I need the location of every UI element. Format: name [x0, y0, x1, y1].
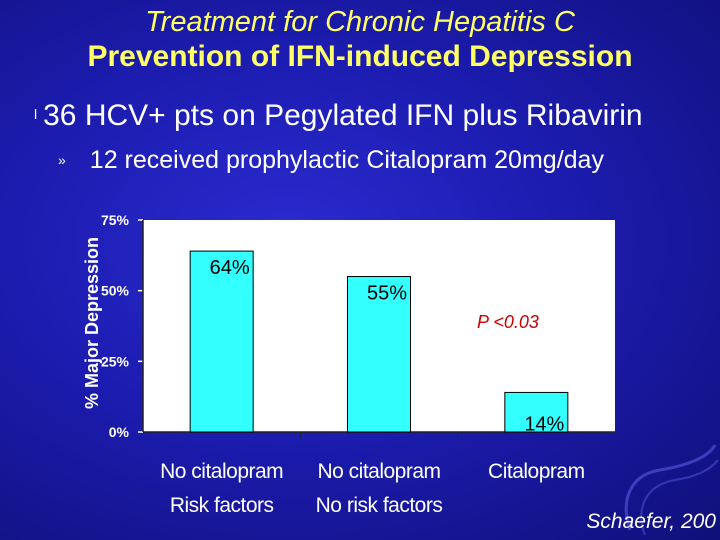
y-tick-label: 75%	[101, 212, 130, 228]
y-tick-label: 0%	[109, 424, 130, 440]
x-tick-label: Citalopram	[488, 460, 585, 483]
x-tick-label: No risk factors	[316, 494, 443, 517]
bullet-main-text: 36 HCV+ pts on Pegylated IFN plus Ribavi…	[43, 99, 643, 132]
slide-title-line1: Treatment for Chronic Hepatitis C	[145, 6, 575, 38]
x-tick-label: Risk factors	[170, 494, 274, 517]
slide-title-line2: Prevention of IFN-induced Depression	[87, 40, 633, 73]
x-tick-label: No citalopram	[317, 460, 440, 483]
data-label: 64%	[210, 257, 250, 279]
decorative-logo	[624, 444, 719, 536]
bullet-dot-icon: l	[34, 106, 38, 122]
y-tick-label: 50%	[101, 283, 130, 299]
y-axis-label: % Major Depression	[82, 237, 102, 409]
y-tick-label: 25%	[101, 353, 130, 369]
bullet-sub-text: 12 received prophylactic Citalopram 20mg…	[89, 146, 604, 174]
bar	[504, 391, 569, 433]
x-tick-label: No citalopram	[160, 460, 283, 483]
p-value-annotation: P <0.03	[477, 312, 539, 332]
bar	[347, 276, 411, 433]
bullet-main: l 36 HCV+ pts on Pegylated IFN plus Ribav…	[34, 96, 643, 134]
data-label: 55%	[367, 283, 407, 305]
data-label: 14%	[524, 413, 564, 435]
citation: Schaefer, 200	[586, 510, 716, 533]
bullet-sub: » 12 received prophylactic Citalopram 20m…	[58, 145, 604, 175]
sub-bullet-chevron-icon: »	[58, 152, 66, 168]
bar	[189, 250, 254, 433]
